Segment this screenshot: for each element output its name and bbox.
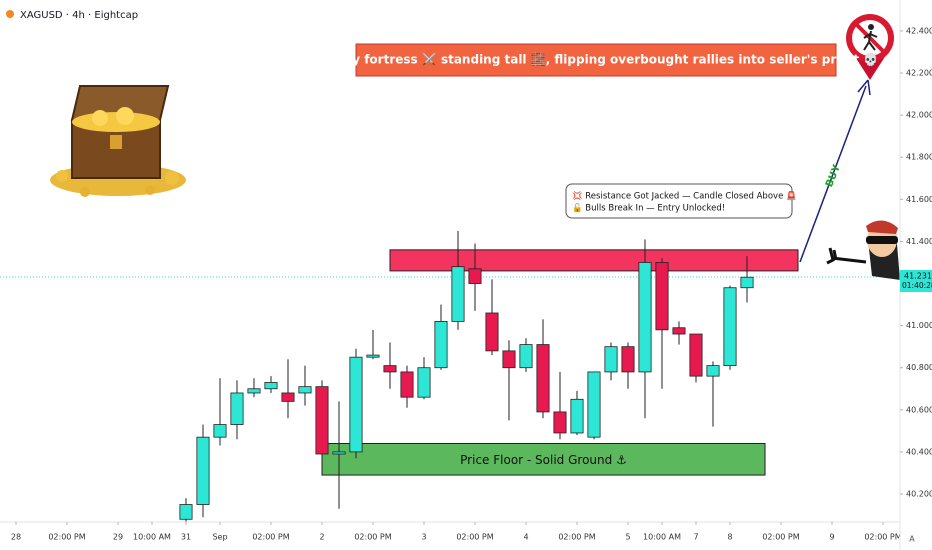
candle-body bbox=[400, 371, 414, 398]
callout: 💢 Resistance Got Jacked — Candle Closed … bbox=[565, 183, 797, 219]
candle-body bbox=[417, 367, 431, 398]
x-tick-label: Sep bbox=[212, 533, 227, 542]
x-tick-label: 31 bbox=[181, 533, 191, 542]
y-tick-label: 40.600 bbox=[906, 405, 932, 414]
x-tick-label: 02:00 PM bbox=[864, 533, 901, 542]
candle-body bbox=[689, 333, 703, 377]
candle-body bbox=[536, 344, 550, 413]
candle-body bbox=[315, 386, 329, 455]
candle-body bbox=[349, 356, 363, 453]
candle-body bbox=[179, 504, 193, 520]
x-tick-label: 28 bbox=[11, 533, 21, 542]
thief-icon bbox=[826, 220, 900, 280]
y-tick-label: 41.000 bbox=[906, 321, 932, 330]
x-tick-label: 8 bbox=[727, 533, 732, 542]
candle-body bbox=[196, 436, 210, 505]
x-tick-label: 4 bbox=[523, 533, 528, 542]
x-tick-label: 02:00 PM bbox=[558, 533, 595, 542]
x-tick-label: 29 bbox=[113, 533, 123, 542]
candle-body bbox=[655, 262, 669, 331]
x-tick-label: 2 bbox=[319, 533, 324, 542]
y-tick-label: 41.600 bbox=[906, 195, 932, 204]
x-tick-label: 9 bbox=[829, 533, 834, 542]
candle-body bbox=[638, 262, 652, 373]
candle-body bbox=[230, 392, 244, 425]
chart-title: XAGUSD · 4h · Eightcap bbox=[20, 10, 138, 21]
candle-body bbox=[553, 411, 567, 434]
callout-line: 💢 Resistance Got Jacked — Candle Closed … bbox=[572, 191, 797, 202]
candle-body bbox=[451, 266, 465, 322]
y-tick-label: 40.800 bbox=[906, 363, 932, 372]
candle-body bbox=[706, 365, 720, 377]
candle-body bbox=[519, 344, 533, 369]
candle-body bbox=[723, 287, 737, 367]
x-tick-label: 02:00 PM bbox=[762, 533, 799, 542]
x-tick-label: 10:00 AM bbox=[133, 533, 171, 542]
candle-body bbox=[485, 312, 499, 352]
candle-body bbox=[502, 350, 516, 369]
x-tick-label: 02:00 PM bbox=[48, 533, 85, 542]
x-tick-label: 02:00 PM bbox=[456, 533, 493, 542]
candle-body bbox=[366, 354, 380, 358]
last-price-label: 41.231 bbox=[904, 271, 932, 280]
candle-body bbox=[740, 276, 754, 289]
status-dot bbox=[6, 10, 14, 18]
x-tick-label: 02:00 PM bbox=[252, 533, 289, 542]
x-tick-label: 10:00 AM bbox=[643, 533, 681, 542]
x-tick-label: 7 bbox=[693, 533, 698, 542]
zone bbox=[389, 249, 799, 272]
candle-body bbox=[281, 392, 295, 402]
plot-area: Price Floor - Solid Ground ⚓ bbox=[0, 230, 900, 522]
y-tick-label: 40.400 bbox=[906, 447, 932, 456]
x-tick-label: 5 bbox=[625, 533, 630, 542]
scale-mode: A bbox=[909, 535, 915, 544]
no-entry-icon bbox=[846, 14, 894, 80]
callout-box bbox=[565, 183, 793, 219]
candle-body bbox=[672, 327, 686, 335]
candle-body bbox=[604, 346, 618, 373]
y-tick-label: 41.800 bbox=[906, 153, 932, 162]
buy-arrow bbox=[799, 85, 867, 263]
zone-label: Price Floor - Solid Ground ⚓ bbox=[460, 453, 627, 467]
banner: Supply fortress ⚔️ standing tall 🧱, flip… bbox=[314, 43, 879, 77]
banner-text: Supply fortress ⚔️ standing tall 🧱, flip… bbox=[314, 53, 879, 67]
countdown-label: 01:40:28 bbox=[902, 281, 932, 290]
candle-body bbox=[621, 346, 635, 373]
callout-line: 🔓 Bulls Break In — Entry Unlocked! bbox=[572, 203, 725, 214]
candle-body bbox=[264, 382, 278, 390]
y-tick-label: 42.400 bbox=[906, 26, 932, 35]
candle-body bbox=[434, 321, 448, 369]
y-tick-label: 40.200 bbox=[906, 490, 932, 499]
candle-body bbox=[383, 365, 397, 373]
candle-body bbox=[247, 388, 261, 394]
y-tick-label: 41.400 bbox=[906, 237, 932, 246]
x-tick-label: 02:00 PM bbox=[354, 533, 391, 542]
last-price-tag bbox=[900, 269, 932, 292]
treasure-chest-icon bbox=[50, 85, 186, 197]
candle-body bbox=[468, 268, 482, 284]
candle-body bbox=[570, 398, 584, 434]
candle-body bbox=[587, 371, 601, 438]
buy-arrowhead bbox=[857, 79, 871, 96]
candle-body bbox=[298, 386, 312, 394]
candle-body bbox=[332, 451, 346, 455]
candle-body bbox=[213, 424, 227, 438]
banner-box bbox=[355, 43, 837, 77]
y-tick-label: 42.200 bbox=[906, 69, 932, 78]
x-tick-label: 3 bbox=[421, 533, 426, 542]
zone bbox=[321, 442, 766, 476]
y-tick-label: 42.000 bbox=[906, 111, 932, 120]
